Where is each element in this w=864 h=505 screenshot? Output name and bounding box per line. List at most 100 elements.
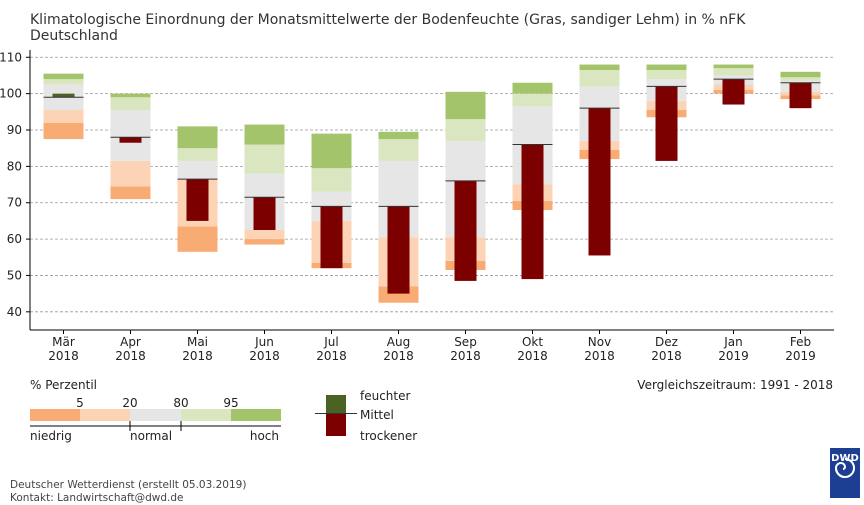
band-p-low-dark-1 — [110, 186, 151, 200]
deviation-bar-7 — [521, 144, 544, 280]
month-group-1 — [110, 93, 151, 200]
band-p-high-light-9 — [646, 70, 687, 80]
deviation-bar-1 — [119, 137, 142, 143]
legend-high-label: hoch — [250, 429, 279, 443]
deviation-bar-5 — [387, 206, 410, 294]
legend-swatch-high-dark — [231, 409, 281, 421]
band-p-high-dark-6 — [445, 91, 486, 120]
band-p-high-dark-5 — [378, 131, 419, 140]
x-label-month-8: Nov — [588, 335, 611, 349]
band-p-normal-2 — [177, 160, 218, 180]
month-group-7 — [512, 82, 553, 280]
x-label-year-6: 2018 — [450, 349, 481, 363]
legend-mean-label: Mittel — [360, 408, 394, 422]
month-group-8 — [579, 64, 620, 256]
deviation-bar-2 — [186, 179, 209, 221]
legend-wetter-label: feuchter — [360, 389, 411, 403]
band-p-high-light-11 — [780, 77, 821, 81]
legend-swatch-low-dark — [30, 409, 80, 421]
band-p-low-dark-2 — [177, 226, 218, 252]
band-p-high-dark-8 — [579, 64, 620, 70]
y-tick-label-60: 60 — [7, 232, 22, 246]
x-label-year-3: 2018 — [249, 349, 280, 363]
y-tick-label-50: 50 — [7, 268, 22, 282]
deviation-bar-10 — [722, 79, 745, 105]
legend-low-label: niedrig — [30, 429, 72, 443]
y-axis-ticks: 40 50 60 70 80 90 100 110 — [0, 50, 30, 319]
band-p-low-dark-3 — [244, 239, 285, 245]
band-p-high-light-0 — [43, 79, 84, 85]
month-group-9 — [646, 64, 687, 161]
month-group-2 — [177, 126, 218, 252]
band-p-high-light-4 — [311, 168, 352, 192]
band-p-high-dark-3 — [244, 124, 285, 145]
x-label-year-7: 2018 — [517, 349, 548, 363]
legend-swatch-high-light — [181, 409, 231, 421]
band-p-high-light-6 — [445, 119, 486, 141]
x-label-year-9: 2018 — [651, 349, 682, 363]
chart-title: Klimatologische Einordnung der Monatsmit… — [30, 12, 746, 28]
x-label-month-10: Jan — [723, 335, 743, 349]
deviation-bar-6 — [454, 180, 477, 281]
x-label-month-3: Jun — [254, 335, 274, 349]
x-label-month-5: Aug — [387, 335, 410, 349]
footer-credit: Deutscher Wetterdienst (erstellt 05.03.2… — [10, 479, 246, 491]
deviation-bar-3 — [253, 197, 276, 230]
band-p-low-light-0 — [43, 110, 84, 123]
x-label-month-11: Feb — [790, 335, 811, 349]
band-p-high-dark-10 — [713, 64, 754, 69]
legend-drier-label: trockener — [360, 429, 417, 443]
band-p-high-dark-9 — [646, 64, 687, 70]
band-p-low-dark-0 — [43, 122, 84, 140]
reference-period: Vergleichszeitraum: 1991 - 2018 — [637, 378, 833, 392]
legend-swatch-wetter — [326, 395, 346, 413]
band-p-high-dark-0 — [43, 73, 84, 80]
band-p-high-light-3 — [244, 144, 285, 174]
y-tick-label-40: 40 — [7, 305, 22, 319]
plot-bars — [43, 64, 821, 303]
month-group-11 — [780, 71, 821, 109]
band-p-high-light-7 — [512, 93, 553, 107]
legend-tick-p95: 95 — [223, 396, 238, 410]
x-label-year-5: 2018 — [383, 349, 414, 363]
x-label-year-2: 2018 — [182, 349, 213, 363]
month-group-6 — [445, 91, 486, 281]
band-p-low-light-3 — [244, 230, 285, 240]
legend-swatch-drier — [326, 414, 346, 436]
band-p-high-light-10 — [713, 68, 754, 76]
band-p-low-light-1 — [110, 160, 151, 187]
gridlines — [30, 56, 834, 313]
legend-tick-p5: 5 — [76, 396, 84, 410]
legend-normal-label: normal — [130, 429, 172, 443]
legend-tick-p80: 80 — [173, 396, 188, 410]
percentile-legend: % Perzentil 5 20 80 95 niedrig normal ho… — [30, 378, 281, 443]
dwd-logo: DWD — [830, 448, 860, 498]
x-label-year-11: 2019 — [785, 349, 816, 363]
x-axis-labels: Mär2018Apr2018Mai2018Jun2018Jul2018Aug20… — [48, 330, 816, 363]
month-group-0 — [43, 73, 84, 140]
deviation-legend: feuchter Mittel trockener — [315, 389, 417, 443]
x-label-month-9: Dez — [655, 335, 678, 349]
y-tick-label-80: 80 — [7, 159, 22, 173]
x-label-month-0: Mär — [52, 335, 75, 349]
month-group-5 — [378, 131, 419, 303]
band-p-high-light-2 — [177, 148, 218, 161]
x-label-month-4: Jul — [323, 335, 338, 349]
x-label-year-8: 2018 — [584, 349, 615, 363]
legend-tick-p20: 20 — [122, 396, 137, 410]
band-p-normal-1 — [110, 110, 151, 161]
month-group-10 — [713, 64, 754, 105]
y-tick-label-70: 70 — [7, 196, 22, 210]
deviation-bar-9 — [655, 86, 678, 161]
band-p-high-dark-4 — [311, 133, 352, 169]
band-p-high-dark-11 — [780, 71, 821, 78]
month-group-4 — [311, 133, 352, 269]
band-p-high-dark-1 — [110, 93, 151, 98]
percentile-legend-title: % Perzentil — [30, 378, 97, 392]
legend-swatch-normal — [130, 409, 181, 421]
deviation-bar-8 — [588, 108, 611, 256]
band-p-high-light-5 — [378, 139, 419, 161]
x-label-month-2: Mai — [187, 335, 208, 349]
footer-contact: Kontakt: Landwirtschaft@dwd.de — [10, 492, 183, 504]
